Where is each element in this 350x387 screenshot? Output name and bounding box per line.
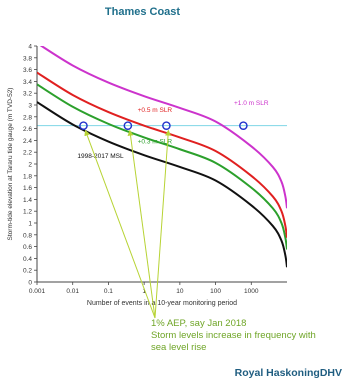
marker-circle (239, 121, 248, 130)
y-tick-label: 0.2 (23, 268, 32, 275)
brand-logo-text: Royal HaskoningDHV (234, 367, 342, 379)
y-tick-label: 2.6 (23, 126, 32, 133)
series-label: +0.3 m SLR (138, 138, 173, 145)
x-axis-label: Number of events in a 10-year monitoring… (87, 300, 237, 307)
y-tick-label: 0.4 (23, 256, 32, 263)
y-axis-label: Storm-tide elevation at Tararu tide gaug… (7, 88, 14, 241)
x-tick-label: 0.1 (104, 288, 113, 295)
y-tick-label: 0.8 (23, 232, 32, 239)
series-label: 1998-2017 MSL (77, 153, 124, 160)
y-tick-label: 3.8 (23, 55, 32, 62)
y-tick-label: 4 (28, 44, 32, 51)
y-tick-label: 1.4 (23, 197, 32, 204)
marker-circle (79, 121, 88, 130)
y-tick-label: 2.2 (23, 150, 32, 157)
y-tick-label: 2 (28, 162, 32, 169)
y-tick-label: 3.4 (23, 79, 32, 86)
annotation-arrow (127, 129, 156, 319)
y-tick-label: 0.6 (23, 244, 32, 251)
x-tick-label: 0.001 (29, 288, 46, 295)
x-tick-label: 10 (176, 288, 184, 295)
annotation-text: 1% AEP, say Jan 2018 Storm levels increa… (151, 318, 350, 354)
series-label: +1.0 m SLR (234, 100, 269, 107)
x-tick-label: 1 (142, 288, 146, 295)
marker-circle (162, 121, 171, 130)
x-tick-label: 1000 (244, 288, 259, 295)
series-line--0-3-m-slr (37, 83, 287, 250)
y-tick-label: 2.8 (23, 114, 32, 121)
annotation-arrow (154, 129, 172, 319)
y-tick-label: 3.2 (23, 91, 32, 98)
annotation-line-2: Storm levels increase in frequency with (151, 330, 316, 341)
x-tick-label: 100 (210, 288, 221, 295)
y-tick-label: 1.2 (23, 209, 32, 216)
series-line-1998-2017-msl (37, 101, 287, 268)
y-tick-label: 1.8 (23, 173, 32, 180)
marker-circle (123, 121, 133, 130)
chart-title: Thames Coast (104, 6, 181, 18)
y-tick-label: 0 (28, 280, 32, 287)
y-tick-label: 1.6 (23, 185, 32, 192)
x-tick-label: 0.01 (66, 288, 79, 295)
y-tick-label: 1 (28, 221, 32, 228)
y-tick-label: 3 (28, 103, 32, 110)
annotation-line-3: sea level rise (151, 342, 207, 353)
annotation-line-1: 1% AEP, say Jan 2018 (151, 318, 247, 329)
y-tick-label: 3.6 (23, 67, 32, 74)
series-line--0-5-m-slr (37, 71, 287, 238)
series-line--1-0-m-slr (39, 46, 287, 209)
series-label: +0.5 m SLR (138, 107, 173, 114)
y-tick-label: 2.4 (23, 138, 32, 145)
annotation-arrow (84, 129, 156, 319)
